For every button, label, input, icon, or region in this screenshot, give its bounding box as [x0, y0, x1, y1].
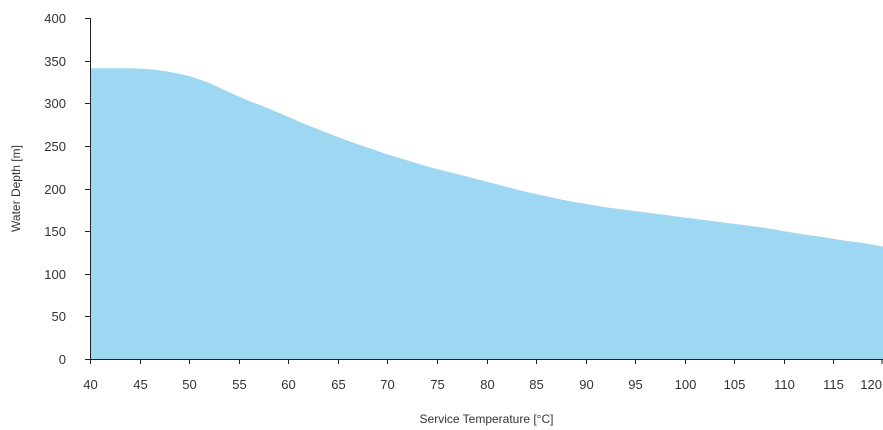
x-tick-label: 50 — [182, 377, 196, 392]
x-tick-label: 80 — [480, 377, 494, 392]
y-tick-label: 150 — [44, 224, 66, 239]
x-tick-label: 45 — [133, 377, 147, 392]
x-tick-label: 95 — [628, 377, 642, 392]
x-tick-label: 100 — [675, 377, 697, 392]
x-tick-label: 40 — [83, 377, 97, 392]
y-axis-title: Water Depth [m] — [9, 145, 23, 232]
x-axis-title: Service Temperature [°C] — [420, 412, 554, 426]
y-tick-label: 250 — [44, 139, 66, 154]
y-tick-label: 400 — [44, 11, 66, 26]
x-tick-label: 120 — [860, 377, 882, 392]
x-tick-label: 110 — [774, 377, 795, 392]
y-tick-label: 200 — [44, 182, 66, 197]
x-tick-label: 70 — [380, 377, 394, 392]
x-tick-label: 115 — [823, 377, 844, 392]
x-tick-label: 85 — [529, 377, 543, 392]
x-tick-label: 75 — [430, 377, 444, 392]
x-tick-label: 60 — [281, 377, 295, 392]
y-tick-label: 300 — [44, 96, 66, 111]
x-tick-label: 90 — [579, 377, 593, 392]
x-tick-label: 105 — [724, 377, 746, 392]
y-tick-label: 350 — [44, 54, 66, 69]
axes — [90, 18, 883, 360]
y-tick-label: 100 — [44, 267, 66, 282]
y-tick-label: 0 — [59, 352, 66, 367]
y-tick-label: 50 — [52, 309, 66, 324]
area-layer — [90, 68, 883, 360]
x-tick-label: 55 — [232, 377, 246, 392]
x-axis-ticks: 40 45 50 55 60 65 70 75 80 85 90 95 100 105 110 115 120 — [83, 359, 883, 392]
y-axis-ticks: 0 50 100 150 200 250 300 350 400 — [44, 11, 90, 367]
area-series — [90, 68, 883, 360]
x-tick-label: 65 — [331, 377, 345, 392]
